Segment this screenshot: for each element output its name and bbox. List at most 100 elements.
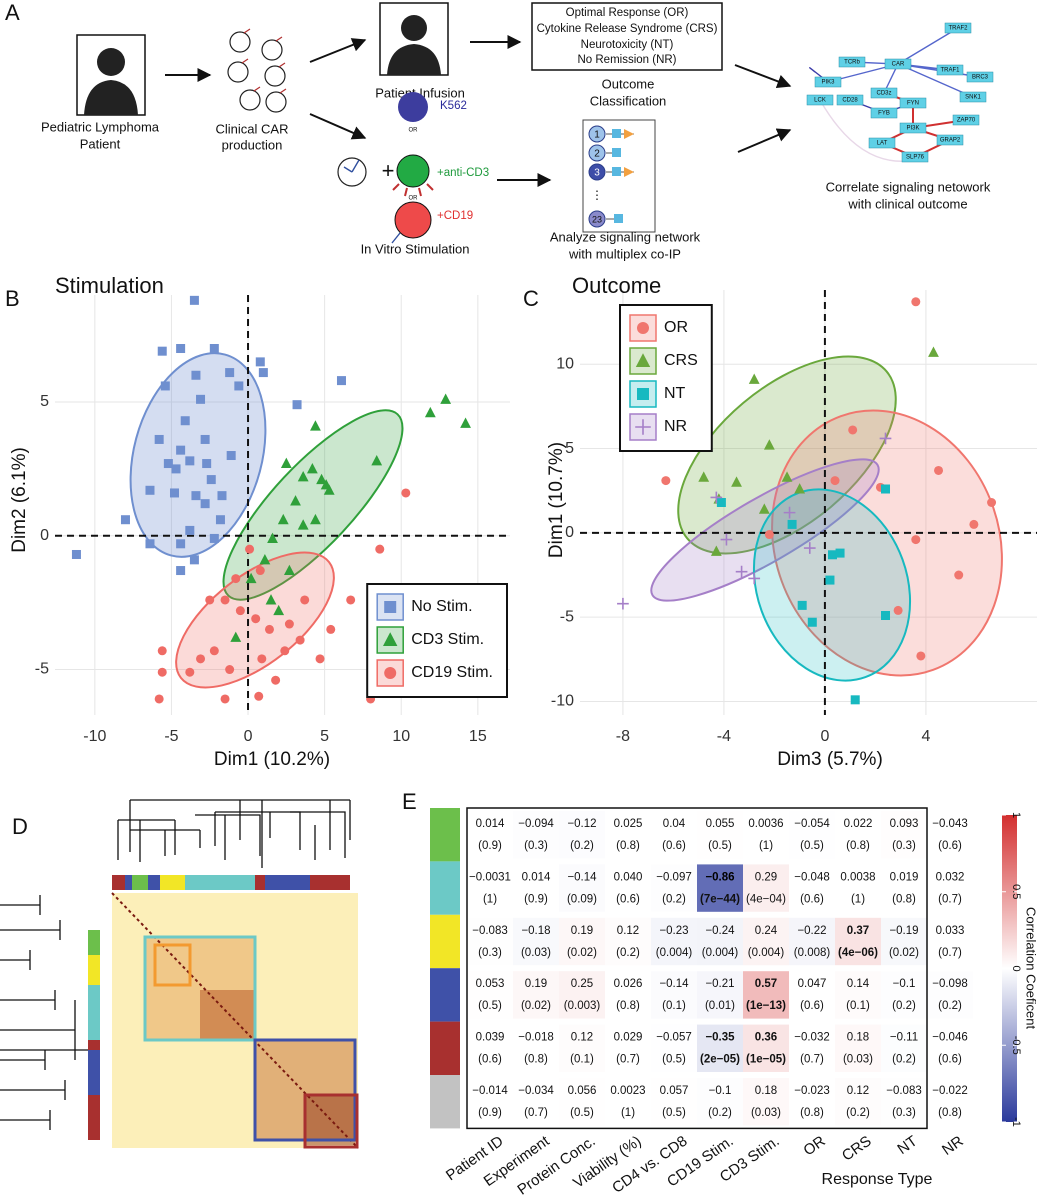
cell-value: 0.029	[614, 1032, 643, 1044]
cell-p-value: (0.9)	[478, 1107, 502, 1119]
cell-value: −0.048	[794, 871, 830, 883]
caption: Outcome	[602, 76, 655, 91]
network-node: LCK	[814, 98, 826, 104]
column-label: OR	[800, 1133, 828, 1160]
cell	[881, 811, 927, 859]
cell-p-value: (4e−06)	[838, 947, 878, 959]
x-tick-label: -4	[717, 728, 731, 745]
y-tick-label: 0	[40, 527, 49, 544]
point	[160, 381, 170, 391]
outcome-item: Optimal Response (OR)	[566, 7, 689, 19]
cell	[789, 971, 835, 1019]
decoration	[588, 210, 606, 228]
cell	[651, 811, 697, 859]
cell-value: −0.1	[893, 978, 916, 990]
cell	[835, 971, 881, 1019]
point	[316, 473, 327, 485]
decoration	[241, 28, 287, 94]
decoration	[394, 201, 432, 239]
outcome-item: Neurotoxicity (NT)	[581, 39, 674, 51]
cell-value: −0.018	[518, 1032, 554, 1044]
cell-value: 0.0023	[610, 1085, 645, 1097]
cell	[927, 811, 973, 859]
cell-value: 0.37	[847, 925, 869, 937]
column-label: CRS	[839, 1133, 875, 1165]
cell	[559, 864, 605, 912]
cell-value: −0.083	[886, 1085, 922, 1097]
cell	[651, 864, 697, 912]
point	[191, 491, 201, 501]
cell-value: 0.19	[525, 978, 547, 990]
cell-p-value: (0.8)	[800, 1107, 824, 1119]
point	[245, 544, 255, 554]
point	[180, 416, 190, 426]
cell-value: 0.0038	[840, 871, 875, 883]
decoration	[650, 458, 880, 602]
decoration	[899, 97, 927, 109]
point	[783, 506, 796, 519]
cell-value: 0.053	[476, 978, 505, 990]
point	[185, 456, 195, 466]
cell	[559, 811, 605, 859]
cell-value: −0.043	[932, 818, 968, 830]
point	[226, 451, 236, 461]
decoration	[401, 15, 427, 41]
row-color	[430, 914, 460, 969]
well: 1	[594, 130, 600, 141]
cell	[835, 811, 881, 859]
decoration	[117, 811, 346, 862]
point	[797, 600, 807, 610]
decoration	[531, 2, 723, 71]
legend-label: NT	[664, 385, 686, 402]
cell	[789, 1078, 835, 1126]
colorbar-tick-label: -0.5	[1010, 1036, 1022, 1055]
cell	[789, 864, 835, 912]
cell	[697, 864, 743, 912]
x-axis-label: Dim1 (10.2%)	[214, 749, 330, 770]
cell-p-value: (0.004)	[748, 947, 785, 959]
cell-value: −0.022	[932, 1085, 968, 1097]
cell	[835, 1024, 881, 1072]
decoration	[343, 159, 360, 173]
cell-value: −0.094	[518, 818, 554, 830]
decoration	[870, 87, 898, 99]
point	[830, 476, 840, 486]
cell-p-value: (0.5)	[570, 1107, 594, 1119]
point	[384, 667, 397, 679]
cell-p-value: (0.2)	[892, 1054, 916, 1066]
point	[934, 465, 944, 475]
decoration	[588, 125, 606, 228]
point	[189, 295, 199, 305]
decoration	[227, 31, 287, 113]
point	[716, 498, 726, 507]
caption: with clinical outcome	[847, 196, 967, 211]
cell-p-value: (0.7)	[800, 1054, 824, 1066]
cell	[927, 917, 973, 966]
point	[280, 457, 292, 469]
point	[763, 439, 775, 450]
cell	[513, 917, 559, 966]
cell-value: 0.039	[476, 1032, 505, 1044]
point	[848, 425, 858, 435]
point	[346, 595, 356, 605]
point	[787, 519, 797, 529]
cell-value: −0.1	[709, 1085, 732, 1097]
decoration	[836, 94, 864, 106]
cell-p-value: (0.9)	[478, 840, 502, 852]
decoration	[129, 352, 267, 558]
point	[267, 532, 278, 543]
point	[171, 464, 181, 474]
point	[748, 572, 761, 585]
well: 23	[592, 214, 602, 224]
cell-p-value: (0.004)	[702, 947, 739, 959]
decoration	[265, 91, 287, 113]
cell-p-value: (0.5)	[662, 1054, 686, 1066]
point	[196, 394, 206, 404]
decoration	[588, 163, 606, 181]
point	[893, 605, 903, 615]
x-tick-label: -8	[616, 728, 630, 745]
well: 2	[594, 149, 600, 160]
point	[617, 597, 629, 610]
cell-value: −0.014	[472, 1085, 508, 1097]
network-node: TRAF1	[940, 68, 960, 74]
